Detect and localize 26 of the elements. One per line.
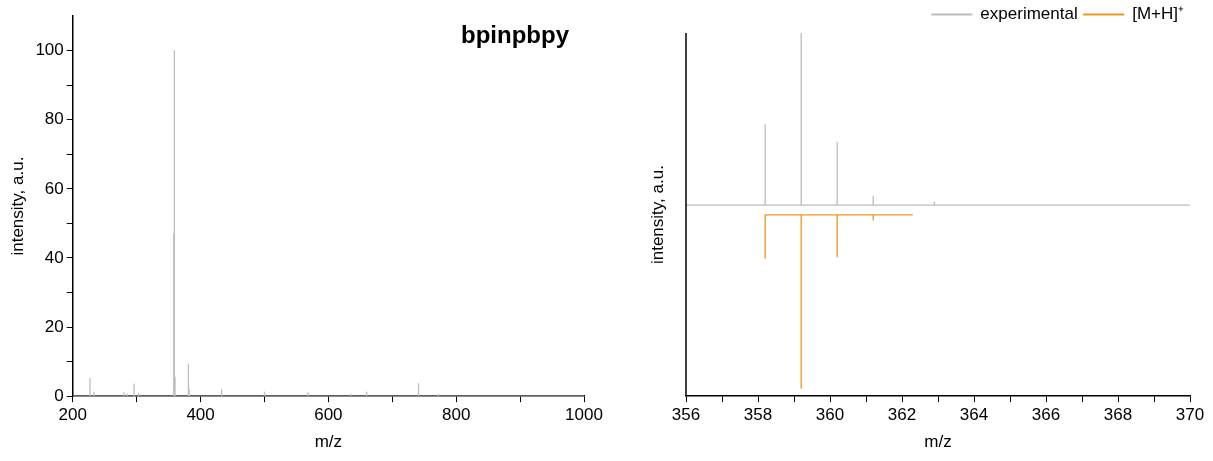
x-tick-label: 200 — [58, 405, 87, 425]
y-tick-label: 80 — [44, 109, 64, 129]
y-tick-label: 40 — [44, 247, 64, 267]
x-tick-label: 366 — [1031, 405, 1061, 425]
y-axis-title: intensity, a.u. — [7, 156, 27, 256]
y-tick-label: 20 — [44, 316, 64, 336]
x-tick-label: 370 — [1175, 405, 1205, 425]
x-tick-label: 358 — [743, 405, 773, 425]
x-tick-label: 362 — [887, 405, 917, 425]
x-tick-label: 1000 — [565, 405, 603, 425]
x-axis-title: m/z — [924, 432, 952, 452]
y-tick-label: 100 — [35, 40, 64, 60]
x-axis-title: m/z — [314, 432, 343, 452]
x-tick-label: 400 — [186, 405, 215, 425]
x-tick-label: 356 — [671, 405, 701, 425]
x-tick-label: 364 — [959, 405, 989, 425]
x-tick-label: 600 — [314, 405, 343, 425]
legend-label: [M+H]⁺ — [1132, 4, 1184, 24]
x-tick-label: 368 — [1103, 405, 1133, 425]
x-tick-label: 360 — [815, 405, 845, 425]
x-tick-label: 800 — [442, 405, 471, 425]
y-tick-label: 0 — [54, 385, 64, 405]
legend-label: experimental — [980, 4, 1078, 24]
y-axis-title: intensity, a.u. — [648, 165, 668, 265]
chart-title: bpinpbpy — [461, 20, 570, 48]
y-tick-label: 60 — [44, 178, 64, 198]
